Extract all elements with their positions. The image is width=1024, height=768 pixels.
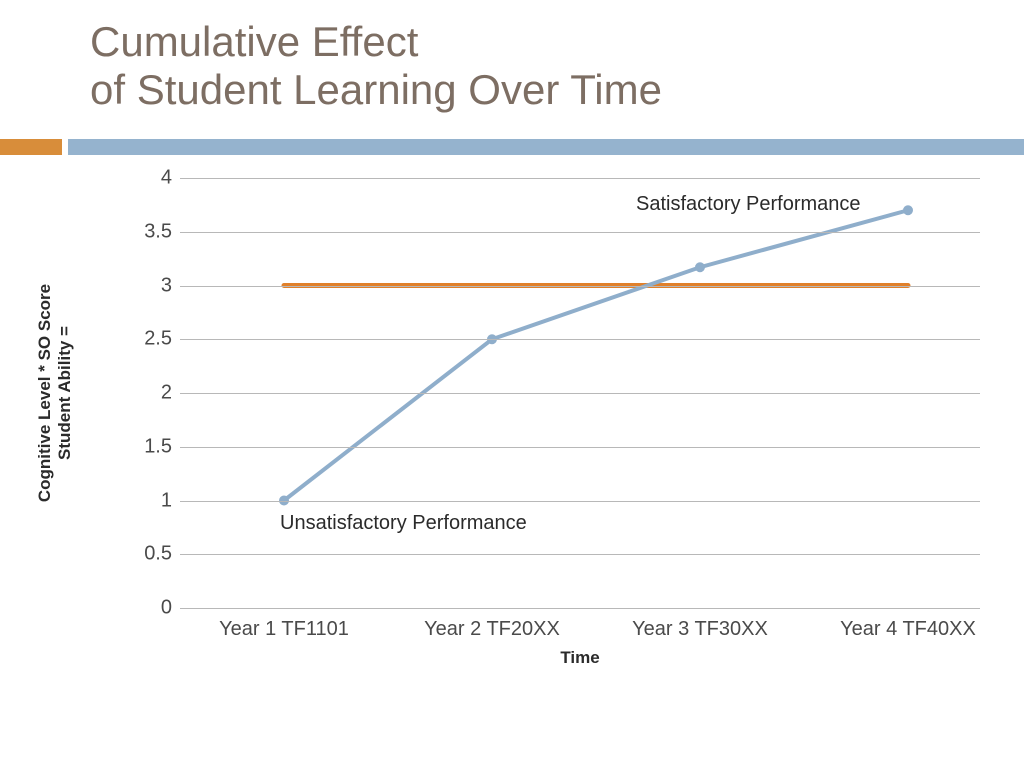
gridline — [180, 286, 980, 287]
gridline — [180, 232, 980, 233]
annotation-satisfactory: Satisfactory Performance — [636, 193, 861, 216]
accent-bar — [0, 139, 1024, 155]
accent-bar-blue — [68, 139, 1024, 155]
gridline — [180, 393, 980, 394]
accent-bar-orange — [0, 139, 62, 155]
y-tick-label: 1.5 — [140, 435, 172, 458]
y-axis-title: Cognitive Level * SO Score Student Abili… — [35, 284, 75, 502]
learning-marker — [903, 205, 913, 215]
y-axis-title-line2: Cognitive Level * SO Score — [35, 284, 55, 502]
x-tick-label: Year 2 TF20XX — [424, 618, 560, 641]
title-line2: of Student Learning Over Time — [90, 66, 662, 114]
title-line1: Cumulative Effect — [90, 18, 662, 66]
plot-area — [180, 178, 980, 608]
gridline — [180, 554, 980, 555]
y-tick-label: 1 — [140, 489, 172, 512]
slide-title: Cumulative Effect of Student Learning Ov… — [90, 18, 662, 115]
gridline — [180, 447, 980, 448]
learning-marker — [695, 262, 705, 272]
y-tick-label: 2 — [140, 382, 172, 405]
learning-line — [284, 210, 908, 500]
gridline — [180, 339, 980, 340]
gridline — [180, 608, 980, 609]
gridline — [180, 501, 980, 502]
annotation-unsatisfactory: Unsatisfactory Performance — [280, 512, 527, 535]
y-tick-label: 0 — [140, 597, 172, 620]
x-axis-title: Time — [180, 648, 980, 668]
gridline — [180, 178, 980, 179]
learning-chart: Cognitive Level * SO Score Student Abili… — [85, 168, 1005, 728]
y-tick-label: 3 — [140, 274, 172, 297]
x-tick-label: Year 1 TF1101 — [219, 618, 349, 641]
x-tick-label: Year 4 TF40XX — [840, 618, 976, 641]
y-tick-label: 3.5 — [140, 220, 172, 243]
y-tick-label: 0.5 — [140, 543, 172, 566]
y-axis-title-line1: Student Ability = — [55, 284, 75, 502]
x-tick-label: Year 3 TF30XX — [632, 618, 768, 641]
y-tick-label: 4 — [140, 167, 172, 190]
y-tick-label: 2.5 — [140, 328, 172, 351]
